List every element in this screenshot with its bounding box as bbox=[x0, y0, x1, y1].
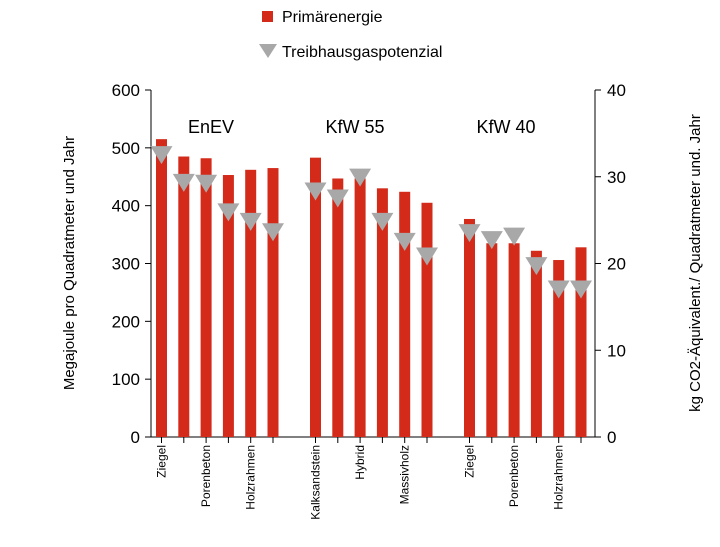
marker-ghg-potential bbox=[480, 231, 503, 250]
marker-ghg-potential bbox=[503, 227, 526, 246]
bar-primary-energy bbox=[222, 175, 234, 437]
bar-primary-energy bbox=[553, 260, 565, 437]
bar-primary-energy bbox=[376, 188, 388, 437]
legend-label-ghg-potential: Treibhausgaspotenzial bbox=[282, 44, 442, 61]
category-label: Holzrahmen bbox=[552, 445, 566, 510]
category-label: Hybrid bbox=[353, 445, 367, 480]
legend: Primärenergie Treibhausgaspotenzial bbox=[259, 9, 442, 61]
bar-primary-energy bbox=[421, 202, 433, 437]
marker-ghg-potential bbox=[570, 280, 592, 299]
group-label: KfW 55 bbox=[325, 117, 384, 137]
category-label: Ziegel bbox=[463, 445, 477, 478]
category-label: Porenbeton bbox=[199, 445, 213, 507]
bar-primary-energy bbox=[486, 243, 498, 437]
y-tick-label: 400 bbox=[112, 197, 140, 216]
y-tick-label: 200 bbox=[112, 312, 140, 331]
marker-ghg-potential bbox=[195, 174, 218, 193]
marker-ghg-potential bbox=[304, 182, 327, 201]
bar-primary-energy bbox=[530, 250, 542, 437]
marker-ghg-potential bbox=[217, 203, 240, 222]
bar-primary-energy bbox=[156, 139, 167, 438]
marker-ghg-potential bbox=[326, 189, 349, 208]
y2-tick-label: 30 bbox=[607, 168, 626, 187]
y-tick-label: 0 bbox=[131, 428, 140, 447]
bar-primary-energy bbox=[310, 157, 321, 438]
marker-ghg-potential bbox=[393, 232, 416, 251]
group-label: KfW 40 bbox=[476, 117, 535, 137]
y-tick-label: 100 bbox=[112, 370, 140, 389]
y-tick-label: 500 bbox=[112, 139, 140, 158]
bar-primary-energy bbox=[399, 191, 411, 437]
triangle-markers bbox=[150, 146, 592, 299]
category-label: Holzrahmen bbox=[244, 445, 258, 510]
marker-ghg-potential bbox=[525, 257, 548, 276]
y2-tick-label: 20 bbox=[607, 255, 626, 274]
marker-ghg-potential bbox=[458, 224, 481, 243]
bar-primary-energy bbox=[508, 243, 520, 437]
bar-primary-energy bbox=[267, 168, 279, 437]
category-label: Porenbeton bbox=[507, 445, 521, 507]
bar-primary-energy bbox=[354, 178, 366, 438]
bar-primary-energy bbox=[178, 156, 190, 437]
marker-ghg-potential bbox=[349, 168, 372, 187]
marker-ghg-potential bbox=[416, 247, 438, 266]
group-label: EnEV bbox=[188, 117, 234, 137]
bar-primary-energy bbox=[200, 158, 212, 437]
marker-ghg-potential bbox=[262, 223, 284, 242]
category-label: Massivholz bbox=[398, 445, 412, 504]
y2-tick-label: 10 bbox=[607, 341, 626, 360]
marker-ghg-potential bbox=[239, 212, 262, 231]
y-axis-title: Megajoule pro Quadratmeter und Jahr bbox=[61, 136, 78, 390]
y-tick-label: 600 bbox=[112, 81, 140, 100]
category-label: Ziegel bbox=[155, 445, 169, 478]
marker-ghg-potential bbox=[547, 280, 570, 299]
y2-axis-ticks: 0 10 20 30 40 bbox=[595, 81, 626, 447]
category-labels: Ziegel Porenbeton Holzrahmen Kalksandstein H… bbox=[155, 445, 566, 520]
bar-primary-energy bbox=[245, 169, 257, 437]
legend-label-primary-energy: Primärenergie bbox=[282, 9, 383, 26]
legend-marker-ghg-potential bbox=[259, 44, 277, 58]
bar-primary-energy bbox=[575, 247, 587, 437]
marker-ghg-potential bbox=[371, 212, 394, 231]
group-labels: EnEV KfW 55 KfW 40 bbox=[188, 117, 536, 137]
y-tick-label: 300 bbox=[112, 255, 140, 274]
legend-swatch-primary-energy bbox=[262, 11, 273, 22]
category-label: Kalksandstein bbox=[309, 445, 323, 520]
marker-ghg-potential bbox=[150, 146, 173, 165]
marker-ghg-potential bbox=[172, 173, 195, 192]
bar-primary-energy bbox=[332, 178, 344, 438]
y2-axis-title: kg CO2-Äquivalent./ Quadratmeter und. Ja… bbox=[687, 114, 704, 412]
y-axis-ticks: 0 100 200 300 400 500 600 bbox=[112, 81, 151, 447]
y2-tick-label: 0 bbox=[607, 428, 616, 447]
bars bbox=[156, 139, 587, 443]
y2-tick-label: 40 bbox=[607, 81, 626, 100]
bar-primary-energy bbox=[464, 218, 475, 437]
